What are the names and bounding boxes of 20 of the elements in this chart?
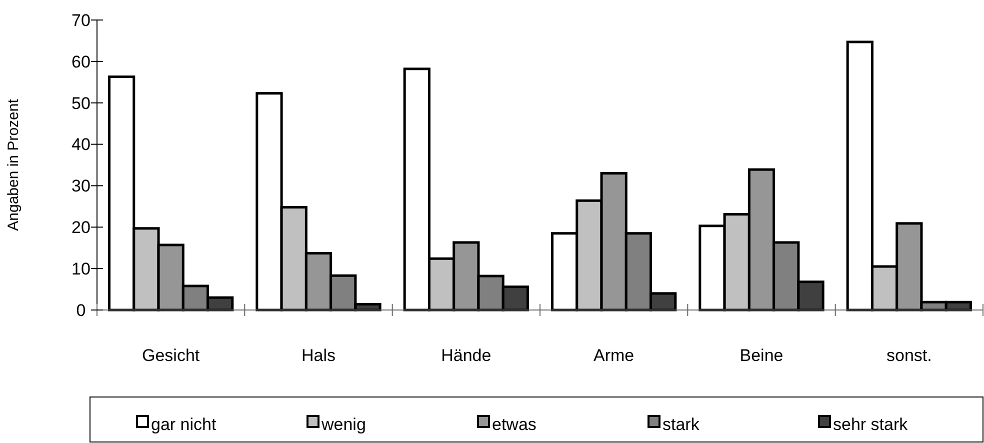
x-tick-label: Hände bbox=[441, 346, 492, 365]
y-tick-label: 20 bbox=[72, 218, 90, 238]
y-tick-label: 70 bbox=[72, 10, 90, 30]
x-tick-label: Beine bbox=[740, 346, 784, 365]
legend-label: etwas bbox=[492, 415, 536, 434]
legend-label: sehr stark bbox=[833, 415, 908, 434]
x-tick-label: Hals bbox=[301, 346, 336, 365]
legend-label: stark bbox=[662, 415, 700, 434]
x-tick-label: sonst. bbox=[886, 346, 932, 365]
y-tick-label: 50 bbox=[72, 94, 90, 113]
y-tick-label: 10 bbox=[72, 260, 90, 279]
legend-label: wenig bbox=[320, 415, 366, 434]
y-tick-label: 60 bbox=[72, 52, 90, 72]
y-tick-label: 30 bbox=[72, 176, 90, 196]
legend-label: gar nicht bbox=[151, 415, 216, 434]
x-tick-label: Arme bbox=[594, 346, 634, 365]
y-tick-label: 0 bbox=[76, 300, 86, 320]
y-axis-title: Angaben in Prozent bbox=[5, 98, 22, 231]
x-tick-label: Gesicht bbox=[142, 346, 200, 365]
y-tick-label: 40 bbox=[72, 135, 90, 154]
